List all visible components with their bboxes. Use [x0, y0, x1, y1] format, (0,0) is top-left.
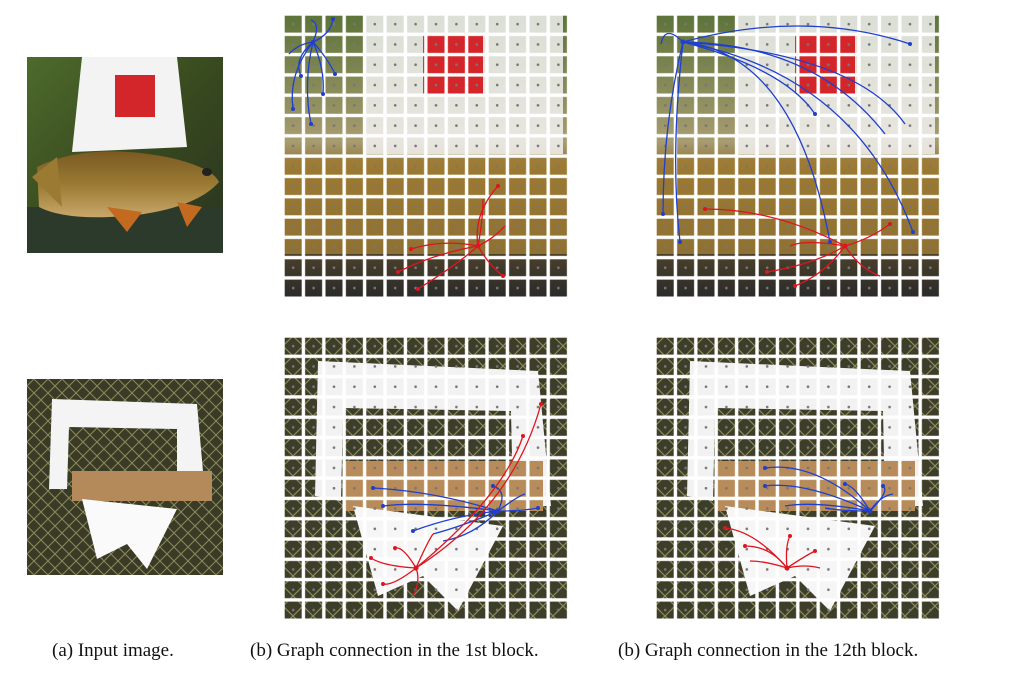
graph-connection-toilet-block-1	[283, 336, 569, 620]
input-image-toilet-paper	[27, 379, 223, 575]
graph-connection-toilet-block-12	[655, 336, 941, 620]
caption-twelfth-block: (b) Graph connection in the 12th block.	[618, 640, 919, 661]
caption-first-block: (b) Graph connection in the 1st block.	[250, 640, 539, 661]
caption-input-image: (a) Input image.	[52, 640, 174, 661]
graph-connection-fish-block-12	[655, 14, 941, 298]
input-image-fish	[27, 57, 223, 253]
graph-connection-fish-block-1	[283, 14, 569, 298]
